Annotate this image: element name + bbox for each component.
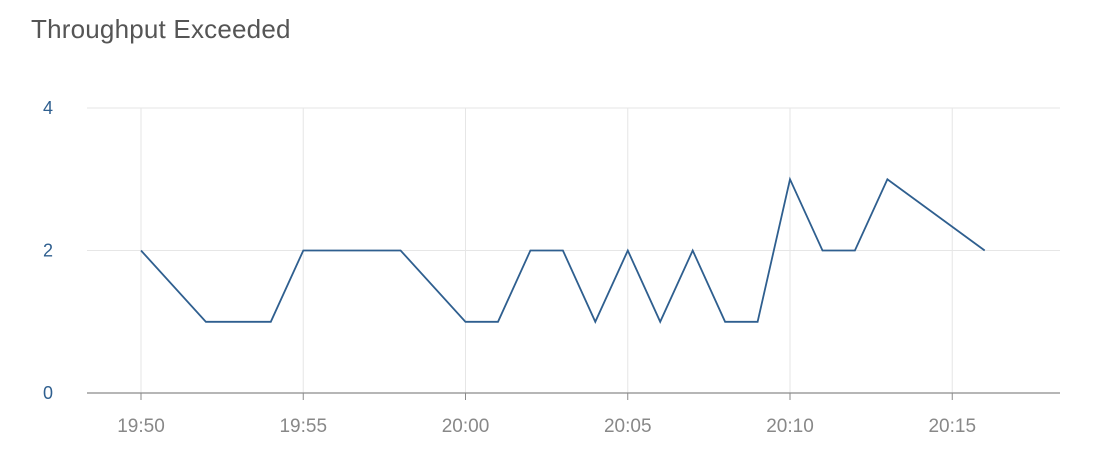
x-tick-label: 19:55 (279, 416, 327, 437)
x-tick-label: 20:05 (604, 416, 652, 437)
chart-tick-labels: 0 2 4 19:50 19:55 20:00 20:05 20:10 20:15 (43, 98, 976, 437)
y-tick-label: 2 (43, 241, 53, 261)
chart-grid (87, 107, 1060, 393)
x-tick-label: 19:50 (117, 416, 165, 437)
x-tick-label: 20:15 (928, 416, 976, 437)
y-tick-label: 4 (43, 98, 53, 118)
series-line (140, 176, 986, 324)
x-tick-label: 20:10 (766, 416, 814, 437)
chart-series (140, 176, 986, 324)
chart-axes (87, 392, 1060, 400)
y-tick-label: 0 (43, 383, 53, 403)
chart-title: Throughput Exceeded (31, 14, 291, 44)
x-tick-label: 20:00 (442, 416, 490, 437)
